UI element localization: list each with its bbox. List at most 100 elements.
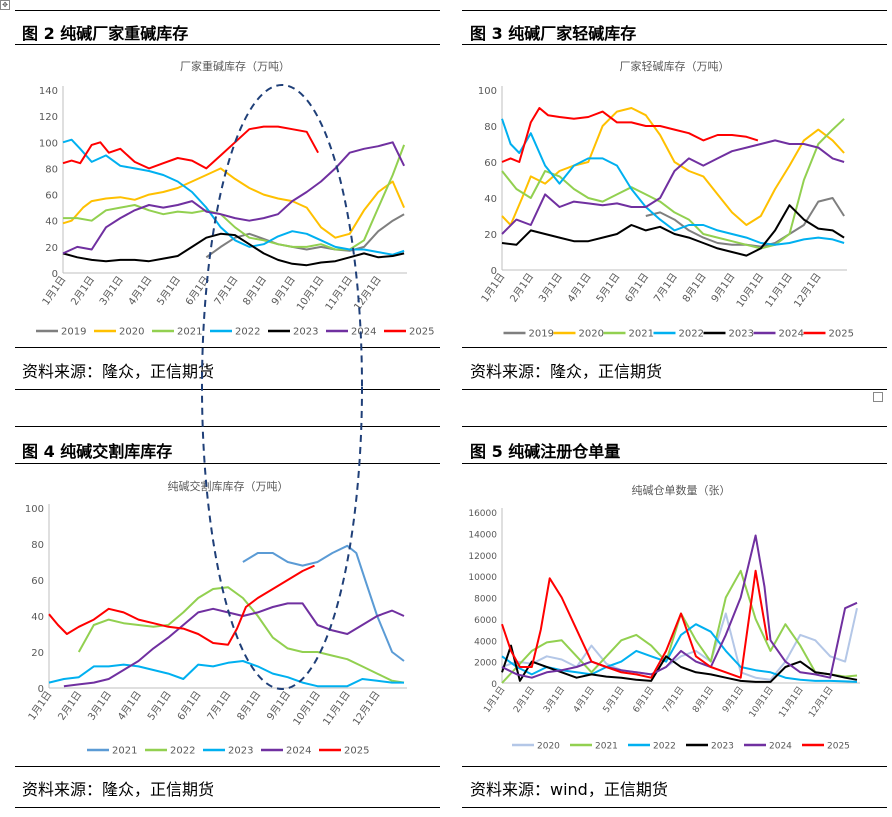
series-line-2021 [501,118,845,250]
legend-label-2025: 2025 [827,742,850,752]
move-handle-icon[interactable]: ✥ [0,0,10,10]
series-line-2024 [62,141,405,255]
x-tick-label: 4月1日 [565,271,594,305]
divider [15,389,440,390]
legend-label-2020: 2020 [537,742,560,752]
legend-label-2022: 2022 [653,742,676,752]
divider [462,766,887,767]
divider [462,463,887,464]
divider [15,426,440,427]
legend-label-2022: 2022 [679,329,704,340]
divider [462,389,887,390]
source-note: 资料来源：隆众，正信期货 [22,780,215,799]
chart-warehouse-receipts: 纯碱仓单数量（张） 0 2000 4000 6000 8000 10000 12000 1400… [468,483,860,752]
figure-title: 图 5 纯碱注册仓单量 [470,442,621,461]
y-tick-label: 0 [52,269,58,280]
divider [15,347,440,348]
divider [15,766,440,767]
legend-label-2021: 2021 [177,327,202,338]
legend-label-2021: 2021 [629,329,654,340]
legend-label-2025: 2025 [409,327,434,338]
y-tick-label: 12000 [468,552,497,562]
figure-title: 图 4 纯碱交割库库存 [22,442,173,461]
y-tick-label: 100 [39,138,58,149]
x-tick-label: 12月1日 [791,271,823,310]
legend-label-2023: 2023 [228,746,253,757]
chart-title: 厂家重碱库存（万吨） [180,59,290,73]
legend-label-2024: 2024 [779,329,804,340]
divider [15,807,440,808]
y-tick-label: 8000 [474,595,497,605]
series-line-2023 [501,204,845,257]
legend-label-2023: 2023 [711,742,734,752]
y-tick-label: 60 [45,191,58,202]
series-line-2025 [501,569,769,679]
x-tick-label: 11月1日 [763,271,795,310]
source-note: 资料来源：隆众，正信期货 [22,362,215,381]
x-tick-label: 10月1日 [747,684,776,719]
series-line-2023 [48,660,404,688]
series-line-2025 [62,125,319,170]
source-note: 资料来源：隆众，正信期货 [470,362,663,381]
x-tick-label: 3月1日 [541,684,567,714]
x-tick-label: 5月1日 [601,684,627,714]
divider [462,807,887,808]
series-line-2020 [501,107,845,226]
legend-label-2025: 2025 [344,746,369,757]
y-tick-label: 20 [45,243,58,254]
y-tick-label: 16000 [468,509,497,519]
series-line-2025 [48,564,315,646]
chart-title: 厂家轻碱库存（万吨） [620,59,730,73]
x-tick-label: 12月1日 [806,684,835,719]
divider [15,10,440,11]
y-tick-label: 40 [45,217,58,228]
x-tick-label: 2月1日 [508,271,537,305]
x-tick-label: 2月1日 [69,274,98,308]
y-tick-label: 10000 [468,573,497,583]
series-line-2024 [501,534,858,679]
legend-label-2019: 2019 [529,329,554,340]
y-tick-label: 120 [39,112,58,123]
series-line-2019 [205,213,405,259]
series-line-2020 [501,607,858,681]
x-tick-label: 6月1日 [631,684,657,714]
legend-label-2023: 2023 [729,329,754,340]
x-tick-label: 6月1日 [623,271,652,305]
x-tick-label: 4月1日 [126,274,155,308]
legend-label-2022: 2022 [235,327,260,338]
x-tick-label: 3月1日 [97,274,126,308]
x-tick-label: 4月1日 [571,684,597,714]
x-tick-label: 2月1日 [511,684,537,714]
y-tick-label: 4000 [474,637,497,647]
x-tick-label: 3月1日 [536,271,565,305]
y-tick-label: 0 [491,266,497,277]
x-tick-label: 5月1日 [594,271,623,305]
x-tick-label: 7月1日 [651,271,680,305]
series-line-2022 [77,586,405,684]
y-tick-label: 0 [38,684,44,695]
legend-label-2019: 2019 [61,327,86,338]
legend-label-2024: 2024 [769,742,792,752]
chart-title: 纯碱仓单数量（张） [632,483,731,497]
divider [15,463,440,464]
y-tick-label: 0 [491,680,497,690]
divider [462,44,887,45]
chart-title: 纯碱交割库库存（万吨） [168,479,289,493]
x-tick-label: 4月1日 [115,689,144,723]
y-tick-label: 80 [31,540,44,551]
x-tick-label: 11月1日 [777,684,806,719]
y-tick-label: 60 [484,158,497,169]
legend-label-2025: 2025 [829,329,854,340]
y-tick-label: 6000 [474,616,497,626]
figure-title: 图 3 纯碱厂家轻碱库存 [470,24,637,43]
legend-label-2024: 2024 [351,327,376,338]
series-line-2023 [501,644,858,683]
resize-handle-icon[interactable] [873,392,883,402]
divider [462,426,887,427]
x-tick-label: 3月1日 [86,689,115,723]
series-line-2023 [62,232,405,267]
divider [462,347,887,348]
series-line-2024 [63,602,405,688]
